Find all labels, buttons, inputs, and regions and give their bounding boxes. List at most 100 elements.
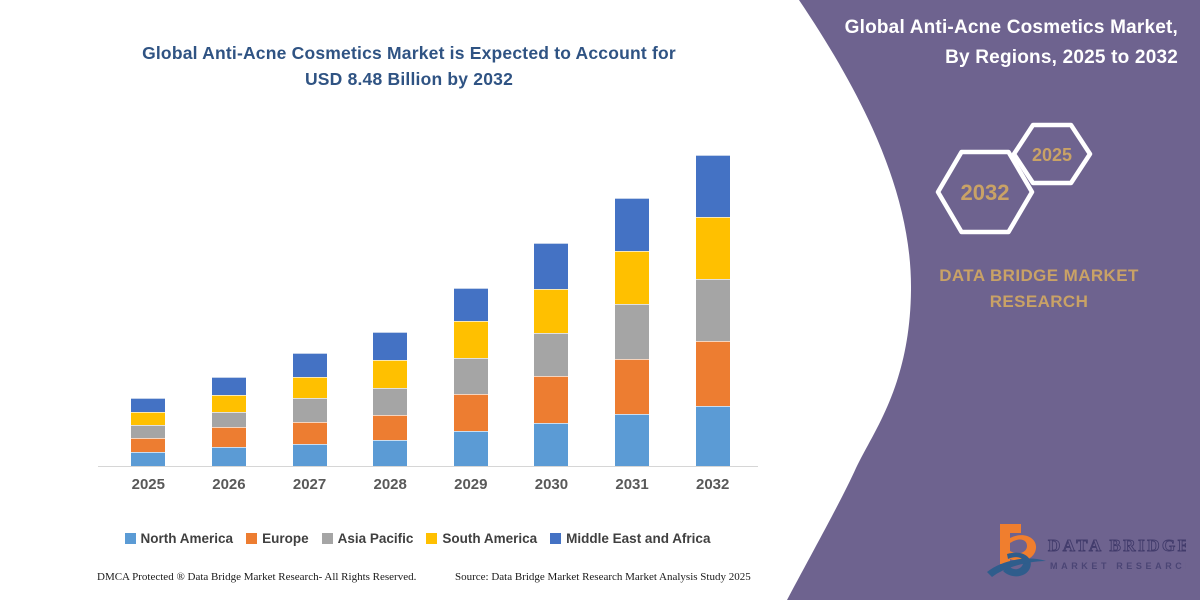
bar-slot-2028 (350, 155, 431, 466)
hexagon-2032-label: 2032 (961, 180, 1010, 205)
panel-title-line2: By Regions, 2025 to 2032 (945, 47, 1178, 69)
chart-title: Global Anti-Acne Cosmetics Market is Exp… (84, 40, 734, 93)
bar-segment-2032-south-america (695, 217, 730, 279)
bar-segment-2031-south-america (615, 251, 650, 304)
dbmr-logo-wordmark: DATA BRIDGE (1048, 536, 1186, 555)
bar-segment-2032-asia-pacific (695, 279, 730, 341)
bar-segment-2026-asia-pacific (211, 412, 246, 427)
legend-item-middle-east-and-africa: Middle East and Africa (550, 531, 710, 546)
bar-segment-2030-middle-east-and-africa (534, 243, 569, 289)
bar-slot-2031 (592, 155, 673, 466)
chart-legend: North America Europe Asia Pacific South Ame… (80, 531, 755, 546)
bar-segment-2026-europe (211, 427, 246, 447)
bar-segment-2031-asia-pacific (615, 304, 650, 359)
stacked-bar-2026 (211, 377, 246, 466)
legend-item-south-america: South America (426, 531, 537, 546)
bar-segment-2027-middle-east-and-africa (292, 353, 327, 377)
x-axis-line (98, 466, 758, 467)
stacked-bar-2029 (453, 288, 488, 466)
bar-segment-2027-asia-pacific (292, 398, 327, 422)
legend-swatch-south-america (426, 533, 438, 544)
bar-segment-2026-south-america (211, 395, 246, 412)
stacked-bar-2025 (131, 398, 166, 466)
bar-slot-2026 (189, 155, 270, 466)
bar-segment-2027-north-america (292, 444, 327, 466)
hexagon-year-badges: 2032 2025 (935, 122, 1093, 235)
legend-label-asia-pacific: Asia Pacific (337, 531, 414, 546)
source-note: Source: Data Bridge Market Research Mark… (455, 571, 751, 583)
brand-text-line1: DATA BRIDGE MARKET (939, 266, 1139, 285)
legend-label-north-america: North America (140, 531, 234, 546)
bar-segment-2025-south-america (131, 412, 166, 425)
bar-segment-2032-north-america (695, 406, 730, 466)
chart-title-line1: Global Anti-Acne Cosmetics Market is Exp… (142, 43, 676, 63)
bar-segment-2030-asia-pacific (534, 333, 569, 376)
bar-slot-2027 (269, 155, 350, 466)
legend-label-middle-east-and-africa: Middle East and Africa (566, 531, 711, 546)
x-axis-label-2030: 2030 (534, 476, 569, 493)
bar-segment-2030-europe (534, 376, 569, 423)
x-axis-label-2028: 2028 (373, 476, 407, 493)
stacked-bar-2031 (615, 198, 650, 466)
dbmr-logo-icon (987, 524, 1046, 577)
x-axis-label-2026: 2026 (212, 476, 246, 493)
bar-segment-2028-asia-pacific (373, 388, 408, 415)
legend-swatch-middle-east-and-africa (550, 533, 562, 544)
x-axis-labels: 2025 2026 2027 2028 2029 2030 2031 2032 (108, 476, 753, 493)
stacked-bar-2028 (373, 332, 408, 466)
bar-segment-2032-europe (695, 341, 730, 406)
bar-segment-2028-europe (373, 415, 408, 440)
stacked-bar-2030 (534, 243, 569, 466)
x-axis-label-2027: 2027 (292, 476, 327, 493)
stacked-bar-2027 (292, 353, 327, 466)
panel-title-line1: Global Anti-Acne Cosmetics Market, (844, 17, 1178, 38)
legend-label-south-america: South America (442, 531, 538, 546)
stacked-bar-2032 (695, 155, 730, 466)
bar-segment-2029-asia-pacific (453, 358, 488, 394)
bar-segment-2025-europe (131, 438, 166, 452)
legend-item-north-america: North America (124, 531, 234, 546)
bar-segment-2030-south-america (534, 289, 569, 333)
bar-slot-2029 (431, 155, 512, 466)
dmca-notice: DMCA Protected ® Data Bridge Market Rese… (97, 571, 417, 583)
bar-segment-2032-middle-east-and-africa (695, 155, 730, 217)
bar-segment-2031-middle-east-and-africa (615, 198, 650, 251)
legend-item-europe: Europe (246, 531, 309, 546)
bar-segment-2029-south-america (453, 321, 488, 358)
bar-segment-2025-asia-pacific (131, 425, 166, 438)
x-axis-label-2029: 2029 (454, 476, 488, 493)
bar-segment-2029-europe (453, 394, 488, 431)
bar-segment-2029-north-america (453, 431, 488, 466)
bar-slot-2030 (511, 155, 592, 466)
bar-segment-2025-middle-east-and-africa (131, 398, 166, 412)
x-axis-label-2025: 2025 (131, 476, 165, 493)
dbmr-logo-subtitle: MARKET RESEARCH (1050, 561, 1186, 571)
bar-segment-2029-middle-east-and-africa (453, 288, 488, 321)
x-axis-label-2032: 2032 (696, 476, 730, 493)
legend-swatch-asia-pacific (321, 533, 333, 544)
stacked-bar-plot-area (108, 155, 753, 466)
hexagon-2025-label: 2025 (1032, 145, 1072, 165)
brand-text: DATA BRIDGE MARKET RESEARCH (925, 263, 1153, 314)
bar-segment-2027-europe (292, 422, 327, 444)
legend-label-europe: Europe (262, 531, 309, 546)
bar-segment-2031-north-america (615, 414, 650, 466)
brand-text-line2: RESEARCH (989, 291, 1089, 311)
bar-slot-2025 (108, 155, 189, 466)
bar-segment-2031-europe (615, 359, 650, 414)
bar-slot-2032 (672, 155, 753, 466)
panel-title: Global Anti-Acne Cosmetics Market, By Re… (798, 13, 1178, 74)
dbmr-logo: DATA BRIDGE MARKET RESEARCH (987, 524, 1186, 577)
legend-swatch-north-america (124, 533, 136, 544)
chart-title-line2: USD 8.48 Billion by 2032 (304, 69, 514, 90)
bar-segment-2026-north-america (211, 447, 246, 466)
legend-item-asia-pacific: Asia Pacific (321, 531, 414, 546)
x-axis-label-2031: 2031 (615, 476, 649, 493)
bar-segment-2028-middle-east-and-africa (373, 332, 408, 360)
bar-segment-2028-south-america (373, 360, 408, 388)
bar-segment-2025-north-america (131, 452, 166, 466)
bar-segment-2026-middle-east-and-africa (211, 377, 246, 395)
bar-segment-2030-north-america (534, 423, 569, 466)
bar-segment-2027-south-america (292, 377, 327, 398)
